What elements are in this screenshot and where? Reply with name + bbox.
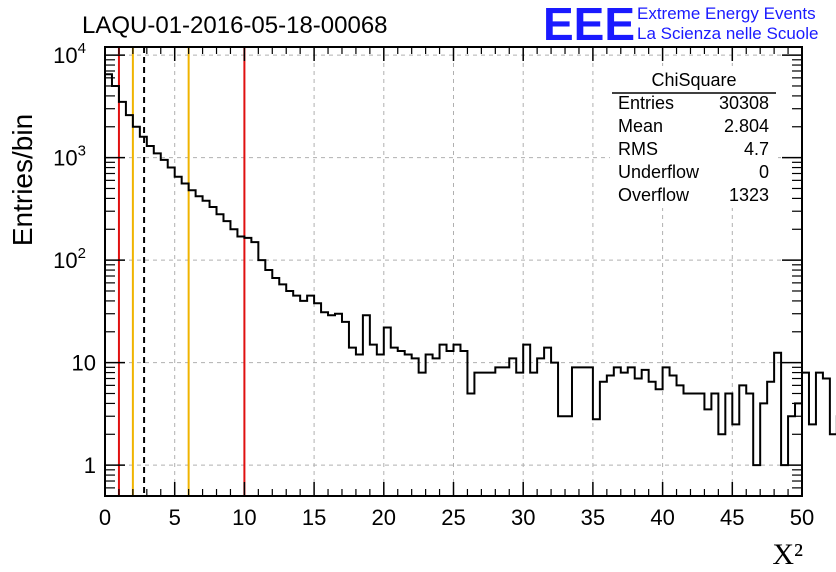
stats-value: 30308 [719, 93, 769, 113]
stats-value: 0 [759, 162, 769, 182]
x-tick-label: 45 [720, 505, 744, 530]
chart-title: LAQU-01-2016-05-18-00068 [82, 12, 388, 39]
x-tick-label: 10 [232, 505, 256, 530]
x-tick-label: 25 [441, 505, 465, 530]
y-tick-exponent: 2 [78, 245, 86, 262]
y-tick-base: 10 [72, 351, 96, 376]
y-axis-label: Entries/bin [7, 114, 38, 246]
stats-label: Mean [618, 116, 663, 136]
y-tick-label: 102 [53, 245, 86, 273]
x-tick-label: 5 [169, 505, 181, 530]
y-tick-label: 1 [84, 453, 96, 478]
x-tick-label: 20 [372, 505, 396, 530]
y-tick-base: 10 [53, 43, 77, 68]
y-tick-base: 10 [53, 248, 77, 273]
x-tick-label: 15 [302, 505, 326, 530]
stats-title: ChiSquare [651, 70, 736, 90]
x-tick-labels: 0 5 10 15 20 25 30 35 40 45 50 [99, 505, 814, 530]
y-tick-base: 10 [53, 146, 77, 171]
logo-line-2: La Scienza nelle Scuole [637, 24, 818, 43]
reference-lines [117, 47, 246, 496]
x-tick-label: 50 [790, 505, 814, 530]
x-tick-label: 30 [511, 505, 535, 530]
logo-line-1: Extreme Energy Events [637, 4, 816, 23]
y-tick-label: 10 [72, 351, 96, 376]
logo-mark: EEE [543, 0, 635, 50]
stats-value: 2.804 [724, 116, 769, 136]
y-tick-base: 1 [84, 453, 96, 478]
stats-value: 1323 [729, 185, 769, 205]
stats-label: RMS [618, 139, 658, 159]
histogram-outline [105, 73, 836, 467]
x-tick-label: 40 [650, 505, 674, 530]
stats-box: ChiSquare Entries 30308 Mean 2.804 RMS 4.7 Und… [610, 66, 778, 208]
axis-ticks [104, 47, 803, 497]
x-tick-label: 35 [581, 505, 605, 530]
stats-label: Entries [618, 93, 674, 113]
stats-value: 4.7 [744, 139, 769, 159]
eee-logo: EEE Extreme Energy Events La Scienza nel… [543, 0, 818, 50]
y-tick-exponent: 4 [78, 40, 86, 57]
stats-label: Underflow [618, 162, 700, 182]
stats-background [610, 66, 778, 208]
stats-label: Overflow [618, 185, 690, 205]
x-axis-label: X² [772, 538, 803, 571]
y-tick-label: 104 [53, 40, 86, 68]
x-tick-label: 0 [99, 505, 111, 530]
y-tick-label: 103 [53, 143, 86, 171]
y-tick-exponent: 3 [78, 143, 86, 160]
stats-rows: Entries 30308 Mean 2.804 RMS 4.7 Underflow 0 Ove… [618, 93, 769, 205]
